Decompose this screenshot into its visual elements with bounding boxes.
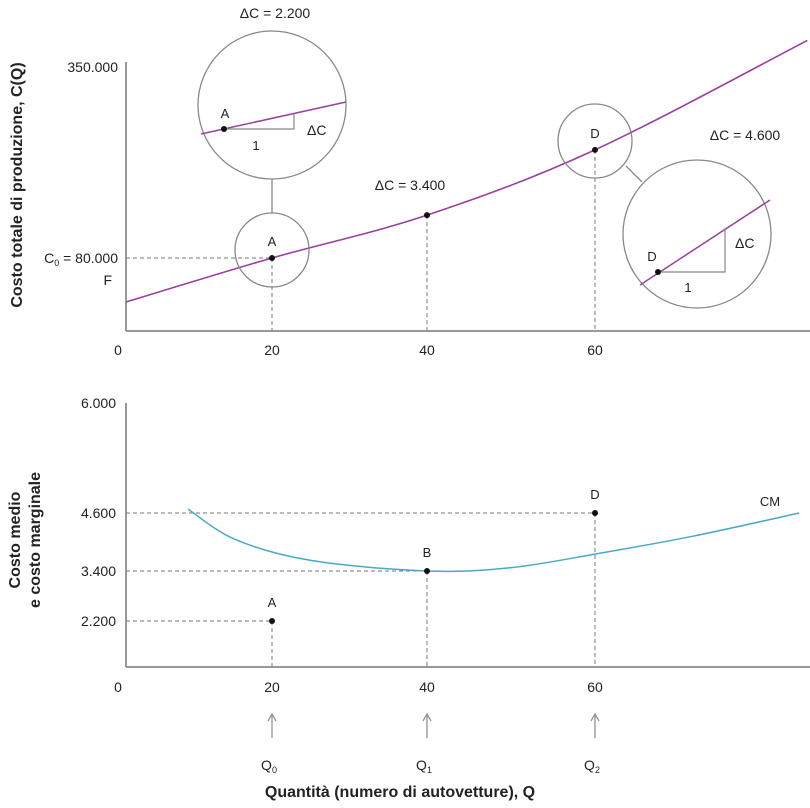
annotation-dc-b: ΔC = 3.400 xyxy=(375,177,446,193)
bottom-y-axis-label-2: e costo marginale xyxy=(27,472,44,608)
bottom-point-label-D: D xyxy=(590,487,599,502)
magnifier-large-d xyxy=(622,159,772,309)
arrow-head-q2 xyxy=(590,712,600,722)
top-point-D xyxy=(592,146,598,153)
top-point-b xyxy=(424,212,430,219)
annotation-dc-a: ΔC = 2.200 xyxy=(240,5,311,21)
inset-d-tangent xyxy=(639,199,771,286)
inset-a-dc: ΔC xyxy=(307,122,326,138)
top-chart: Costo totale di produzione, C(Q) 350.000… xyxy=(9,5,810,358)
bottom-x-tick-0: 0 xyxy=(114,679,122,695)
inset-a-one: 1 xyxy=(252,138,259,153)
bottom-y-axis-label-1: Costo medio xyxy=(7,491,24,588)
total-cost-curve xyxy=(125,39,808,303)
bottom-x-tick-60: 60 xyxy=(587,679,603,695)
x-axis-label: Quantità (numero di autovetture), Q xyxy=(265,784,535,801)
bottom-point-label-B: B xyxy=(423,545,432,560)
bottom-y-tick-2200: 2.200 xyxy=(81,613,116,629)
bottom-x-tick-40: 40 xyxy=(419,679,435,695)
top-x-tick-40: 40 xyxy=(419,342,435,358)
bottom-y-tick-6000: 6.000 xyxy=(81,395,116,411)
top-y-tick-350000: 350.000 xyxy=(67,59,118,75)
bottom-point-label-A: A xyxy=(268,595,277,610)
inset-d-one: 1 xyxy=(684,280,691,295)
bottom-chart: Costo medio e costo marginale 0 20 40 60 6.0… xyxy=(7,395,810,801)
inset-d-label: D xyxy=(647,249,656,264)
inset-d-point xyxy=(655,269,661,275)
q-label-2: Q2 xyxy=(584,757,600,775)
bottom-point-D xyxy=(592,510,598,516)
series-label-cm: CM xyxy=(760,494,780,509)
arrow-head-q1 xyxy=(422,712,432,722)
connector-d xyxy=(625,165,643,183)
bottom-point-B xyxy=(424,568,430,574)
average-cost-curve xyxy=(187,508,800,573)
top-y-annotation-c0: C0 = 80.000 xyxy=(44,250,118,268)
inset-d-triangle xyxy=(658,228,726,273)
bottom-x-tick-20: 20 xyxy=(264,679,280,695)
top-y-axis-label: Costo totale di produzione, C(Q) xyxy=(9,62,26,307)
top-x-tick-0: 0 xyxy=(114,342,122,358)
top-point-label-D: D xyxy=(590,126,599,141)
magnifier-small-d xyxy=(557,103,633,179)
arrow-head-q0 xyxy=(267,712,277,722)
top-x-tick-60: 60 xyxy=(587,342,603,358)
inset-d-dc: ΔC xyxy=(735,235,754,251)
inset-a-point xyxy=(221,126,227,132)
inset-a-label: A xyxy=(221,106,230,121)
magnifier-large-a xyxy=(197,30,347,180)
top-y-annotation-f: F xyxy=(103,272,112,288)
top-point-A xyxy=(269,255,275,261)
q-label-1: Q1 xyxy=(416,757,432,775)
top-x-tick-20: 20 xyxy=(264,342,280,358)
bottom-y-tick-4600: 4.600 xyxy=(81,505,116,521)
magnifier-small-a xyxy=(234,212,310,288)
bottom-point-A xyxy=(269,618,275,624)
annotation-dc-d: ΔC = 4.600 xyxy=(710,127,781,143)
q-label-0: Q0 xyxy=(261,757,277,775)
top-point-label-A: A xyxy=(268,234,277,249)
inset-a-triangle xyxy=(224,114,295,130)
bottom-y-tick-3400: 3.400 xyxy=(81,563,116,579)
